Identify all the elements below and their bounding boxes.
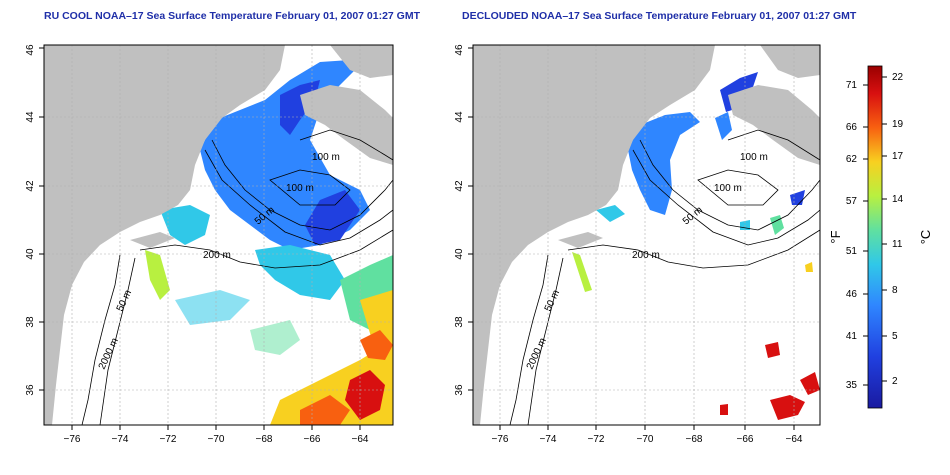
- colorbar-f-label: 57: [846, 196, 858, 207]
- map-frame-right: [472, 44, 821, 426]
- x-tick-label: −74: [540, 434, 557, 445]
- contour-label: 100 m: [740, 152, 768, 163]
- x-tick-label: −76: [64, 434, 81, 445]
- colorbar-c-label: 2: [892, 376, 898, 387]
- y-tick-label: 44: [25, 111, 36, 123]
- x-tick-label: −68: [256, 434, 273, 445]
- y-tick-label: 38: [454, 316, 465, 328]
- contour-label: 200 m: [632, 250, 660, 261]
- y-tick-label: 40: [25, 248, 36, 260]
- land-left: [44, 45, 393, 425]
- x-tick-label: −72: [588, 434, 605, 445]
- y-tick-label: 38: [25, 316, 36, 328]
- grid-left: [44, 45, 393, 425]
- y-tick-label: 36: [454, 384, 465, 396]
- colorbar-f-label: 46: [846, 289, 858, 300]
- x-tick-label: −66: [737, 434, 754, 445]
- temperature-colorbar: 71 66 62 57 51 46 41 35 22 19 17 14 11 8…: [828, 65, 933, 409]
- map-panel-left: 100 m 100 m 50 m 200 m 50 m 2000 m −76 −…: [25, 44, 394, 445]
- colorbar-gradient: [867, 65, 883, 409]
- x-tick-label: −68: [686, 434, 703, 445]
- colorbar-f-label: 35: [846, 380, 858, 391]
- x-tick-label: −64: [352, 434, 369, 445]
- bathymetry-contours-left: [81, 129, 393, 425]
- x-tick-label: −70: [637, 434, 654, 445]
- sst-field-right: [572, 72, 820, 420]
- contour-label: 100 m: [312, 152, 340, 163]
- contour-label: 100 m: [286, 183, 314, 194]
- contour-label: 100 m: [714, 183, 742, 194]
- colorbar-c-label: 14: [892, 194, 904, 205]
- map-frame-left: [43, 44, 394, 426]
- colorbar-c-label: 8: [892, 285, 898, 296]
- y-axis-right: 36 38 40 42 44 46: [454, 44, 473, 396]
- colorbar-unit-fahrenheit: °F: [828, 230, 843, 243]
- colorbar-unit-celsius: °C: [918, 230, 933, 245]
- colorbar-f-label: 62: [846, 154, 858, 165]
- contour-label: 200 m: [203, 250, 231, 261]
- y-tick-label: 46: [454, 44, 465, 56]
- colorbar-f-label: 41: [846, 331, 858, 342]
- colorbar-c-label: 17: [892, 151, 904, 162]
- x-axis-left: −76 −74 −72 −70 −68 −66 −64: [64, 425, 369, 445]
- colorbar-c-label: 11: [892, 239, 903, 250]
- map-title-left: RU COOL NOAA–17 Sea Surface Temperature …: [44, 10, 421, 22]
- y-tick-label: 46: [25, 44, 36, 56]
- x-tick-label: −72: [160, 434, 177, 445]
- y-tick-label: 42: [454, 180, 465, 192]
- colorbar-f-label: 51: [846, 246, 858, 257]
- x-tick-label: −74: [112, 434, 129, 445]
- grid-right: [473, 45, 820, 425]
- colorbar-f-label: 66: [846, 122, 858, 133]
- colorbar-c-label: 19: [892, 119, 904, 130]
- colorbar-fahrenheit-ticks: 71 66 62 57 51 46 41 35: [846, 80, 868, 391]
- x-tick-label: −70: [208, 434, 225, 445]
- map-panel-right: 100 m 100 m 50 m 200 m 50 m 2000 m −76 −…: [454, 44, 821, 445]
- x-tick-label: −66: [304, 434, 321, 445]
- y-axis-left: 36 38 40 42 44 46: [25, 44, 44, 396]
- colorbar-celsius-ticks: 22 19 17 14 11 8 5 2: [882, 72, 904, 387]
- colorbar-c-label: 5: [892, 331, 898, 342]
- colorbar-c-label: 22: [892, 72, 904, 83]
- x-tick-label: −64: [786, 434, 803, 445]
- land-right: [473, 45, 820, 425]
- bathymetry-contours-right: [509, 129, 820, 425]
- map-title-right: DECLOUDED NOAA–17 Sea Surface Temperatur…: [462, 10, 857, 22]
- y-tick-label: 42: [25, 180, 36, 192]
- sst-field-left: [145, 60, 393, 425]
- y-tick-label: 44: [454, 111, 465, 123]
- x-axis-right: −76 −74 −72 −70 −68 −66 −64: [492, 425, 803, 445]
- colorbar-f-label: 71: [846, 80, 858, 91]
- y-tick-label: 40: [454, 248, 465, 260]
- y-tick-label: 36: [25, 384, 36, 396]
- x-tick-label: −76: [492, 434, 509, 445]
